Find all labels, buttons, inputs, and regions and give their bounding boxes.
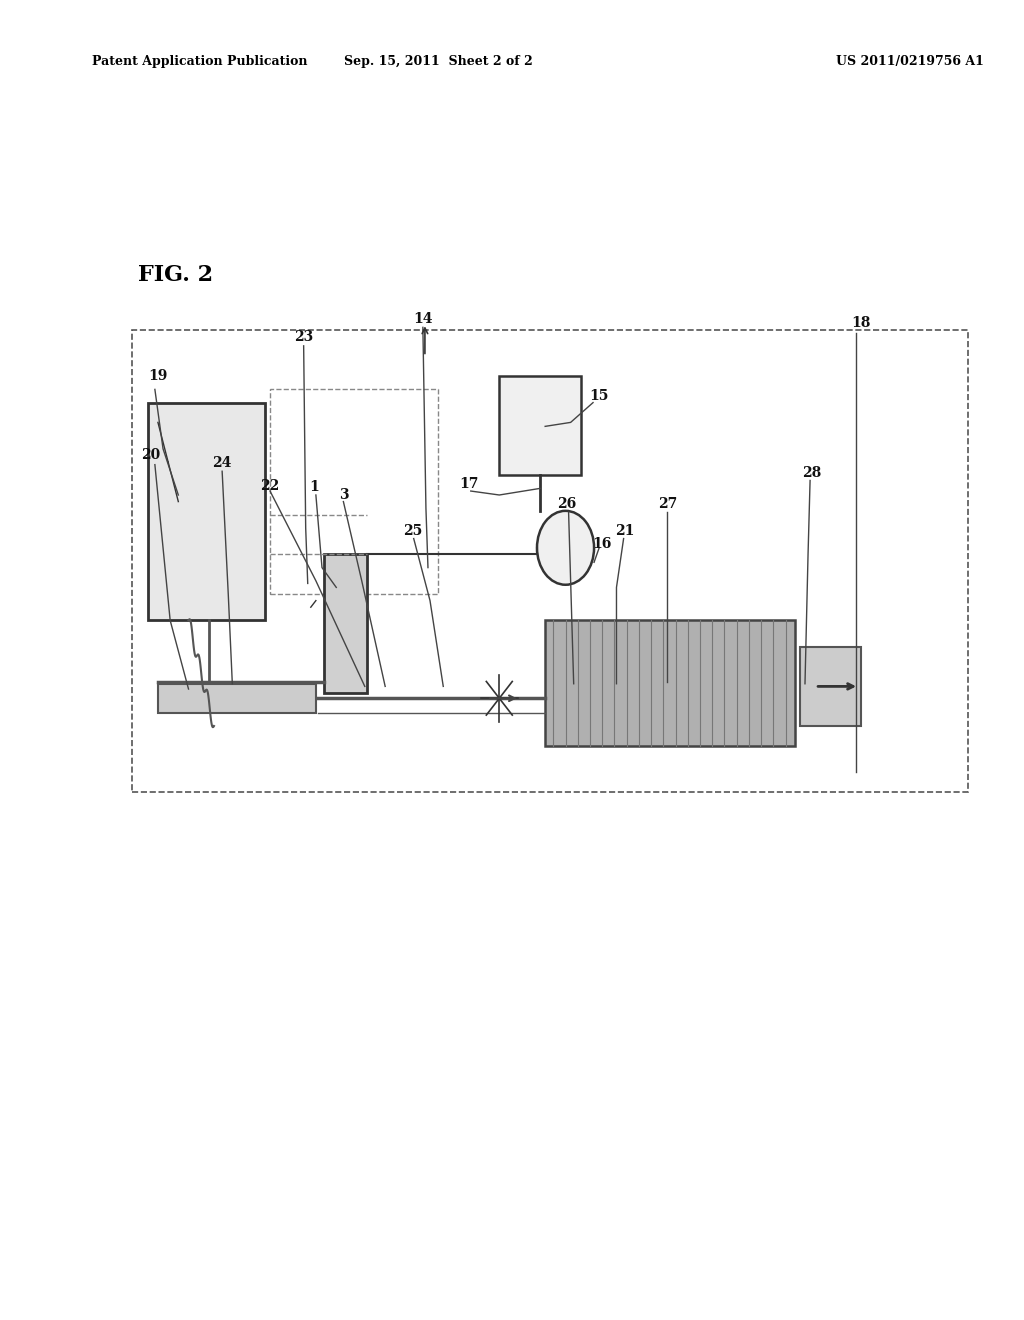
FancyBboxPatch shape — [158, 684, 315, 713]
FancyBboxPatch shape — [147, 403, 265, 620]
Text: Patent Application Publication: Patent Application Publication — [92, 55, 307, 69]
Text: 20: 20 — [141, 449, 161, 462]
Text: 15: 15 — [590, 389, 609, 403]
Text: 27: 27 — [657, 498, 677, 511]
Text: 1: 1 — [309, 480, 318, 494]
Text: 21: 21 — [615, 524, 634, 537]
Text: 28: 28 — [803, 466, 821, 479]
Circle shape — [537, 511, 594, 585]
Text: 14: 14 — [413, 313, 432, 326]
FancyBboxPatch shape — [324, 554, 367, 693]
FancyBboxPatch shape — [545, 620, 795, 746]
Text: Sep. 15, 2011  Sheet 2 of 2: Sep. 15, 2011 Sheet 2 of 2 — [344, 55, 532, 69]
Text: 24: 24 — [212, 457, 231, 470]
Text: 16: 16 — [593, 537, 612, 550]
Text: US 2011/0219756 A1: US 2011/0219756 A1 — [836, 55, 983, 69]
Text: 18: 18 — [851, 317, 870, 330]
Text: 23: 23 — [294, 330, 313, 343]
Text: 25: 25 — [403, 524, 422, 537]
Text: 26: 26 — [557, 498, 577, 511]
FancyBboxPatch shape — [500, 376, 581, 475]
Text: FIG. 2: FIG. 2 — [137, 264, 213, 286]
Text: 17: 17 — [459, 478, 478, 491]
FancyBboxPatch shape — [800, 647, 861, 726]
Text: 22: 22 — [260, 479, 280, 492]
Text: 3: 3 — [339, 488, 348, 502]
Text: 19: 19 — [148, 370, 168, 383]
